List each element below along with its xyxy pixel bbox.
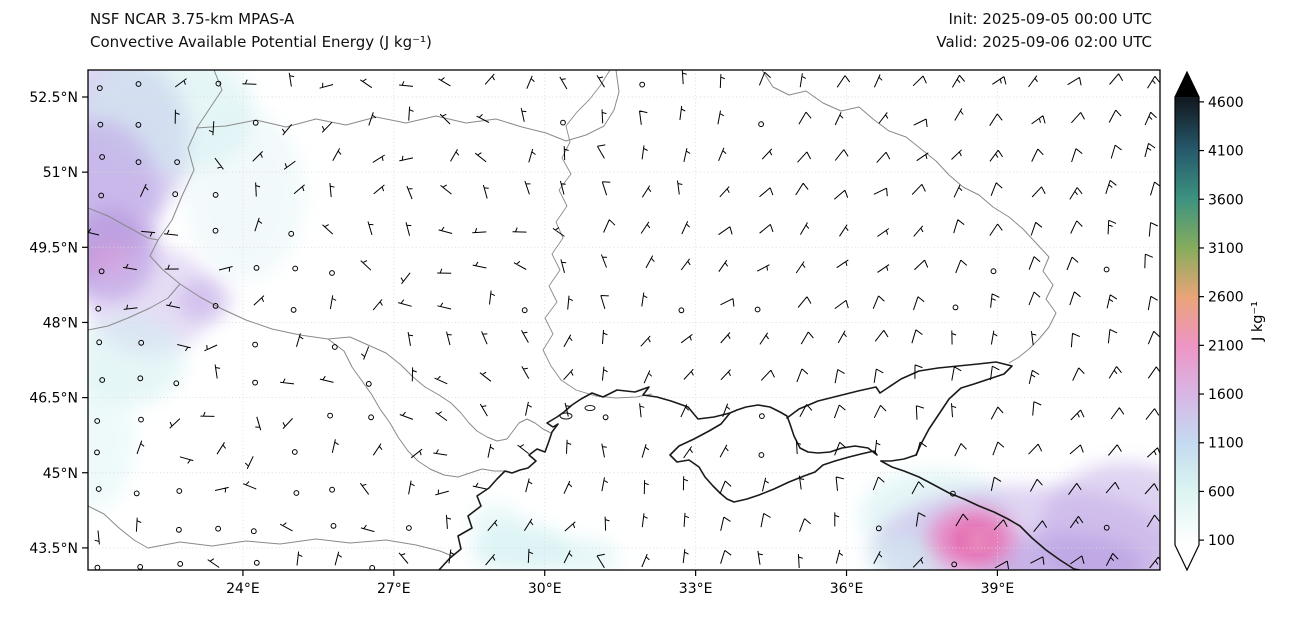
colorbar-tick-label: 3600: [1208, 192, 1244, 208]
colorbar-tick-label: 2600: [1208, 290, 1244, 306]
colorbar-over-arrow: [1175, 72, 1199, 97]
colorbar-tick-label: 1100: [1208, 436, 1244, 452]
colorbar: 100 600 1100 1600 2100 2600 3100 3600 4100 4600 J …: [1174, 70, 1266, 572]
x-tick-label: 36°E: [830, 581, 864, 597]
colorbar-tick-label: 4100: [1208, 144, 1244, 160]
graticule: [88, 70, 1160, 570]
y-tick-label: 46.5°N: [29, 391, 78, 407]
coastlines: [438, 361, 1081, 570]
map-frame: [87, 69, 1161, 571]
colorbar-axis-label: J kg⁻¹: [1250, 301, 1266, 342]
wind-barbs: [88, 70, 1160, 570]
y-tick-label: 52.5°N: [29, 90, 78, 106]
calm-wind-circles: [94, 80, 1110, 570]
valid-time: Valid: 2025-09-06 02:00 UTC: [936, 32, 1152, 51]
colorbar-tick-label: 1600: [1208, 387, 1244, 403]
y-tick-label: 43.5°N: [29, 541, 78, 557]
y-tick-label: 48°N: [43, 315, 78, 331]
x-axis: 24°E 27°E 30°E 33°E 36°E 39°E: [226, 570, 1014, 597]
y-tick-label: 49.5°N: [29, 240, 78, 256]
colorbar-tick-label: 2100: [1208, 338, 1244, 354]
river-line: [542, 70, 653, 399]
init-time: Init: 2025-09-05 00:00 UTC: [948, 10, 1152, 28]
colorbar-gradient: [1175, 97, 1199, 545]
x-tick-label: 39°E: [981, 581, 1015, 597]
colorbar-tick-label: 3100: [1208, 241, 1244, 257]
y-tick-label: 45°N: [43, 466, 78, 482]
colorbar-outline: [1174, 70, 1200, 572]
y-tick-label: 51°N: [43, 165, 78, 181]
colorbar-under-arrow: [1175, 545, 1199, 570]
model-name: NSF NCAR 3.75-km MPAS-A: [90, 10, 295, 28]
y-axis: 52.5°N 51°N 49.5°N 48°N 46.5°N 45°N 43.5°N: [29, 90, 88, 557]
country-borders: [88, 70, 1057, 557]
x-tick-label: 24°E: [226, 581, 260, 597]
colorbar-tick-label: 600: [1208, 484, 1235, 500]
colorbar-tick-label: 100: [1208, 533, 1235, 549]
title-block: NSF NCAR 3.75-km MPAS-A Convective Avail…: [90, 8, 432, 53]
cape-shading: [88, 70, 1160, 570]
variable-name: Convective Available Potential Energy (J…: [90, 32, 432, 51]
map-layers: [88, 70, 1160, 570]
x-tick-label: 27°E: [377, 581, 411, 597]
x-tick-label: 30°E: [528, 581, 562, 597]
x-tick-label: 33°E: [679, 581, 713, 597]
colorbar-tick-label: 4600: [1208, 95, 1244, 111]
time-block: Init: 2025-09-05 00:00 UTC Valid: 2025-0…: [936, 8, 1152, 53]
